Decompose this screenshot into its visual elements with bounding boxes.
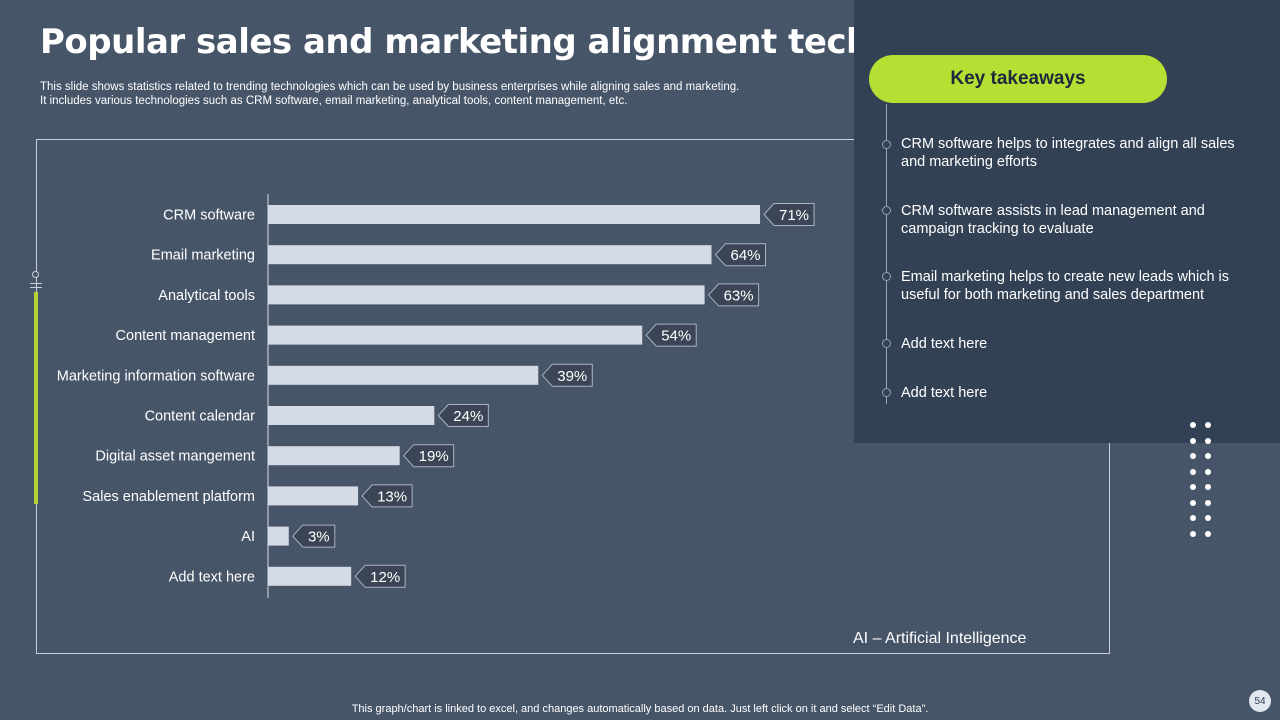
takeaway-dot [882, 339, 891, 348]
slide-subtitle: This slide shows statistics related to t… [40, 80, 800, 108]
decorative-dot [1190, 468, 1196, 475]
category-label: Add text here [169, 569, 255, 585]
takeaway-item: Email marketing helps to create new lead… [901, 269, 1230, 303]
data-label: 24% [453, 408, 483, 425]
takeaway-item: CRM software assists in lead management … [901, 203, 1205, 237]
data-label-box [292, 524, 336, 548]
decorative-dot [1205, 422, 1211, 428]
data-label-box [361, 484, 413, 508]
decorative-dot [1205, 530, 1211, 537]
bar [268, 325, 643, 345]
takeaway-item: Add text here [901, 385, 988, 401]
decorative-dot [1190, 422, 1196, 428]
category-label: AI [241, 529, 255, 545]
data-label: 54% [661, 328, 691, 345]
takeaway-dot [882, 140, 891, 149]
decorative-dot [1205, 453, 1211, 459]
data-label-box [402, 444, 455, 468]
accent-line [34, 292, 38, 504]
bar [268, 566, 352, 586]
category-label: Sales enablement platform [83, 489, 256, 505]
subtitle-line-1: This slide shows statistics related to t… [40, 81, 740, 93]
data-label-box [707, 283, 760, 307]
decorative-dot [1190, 437, 1196, 444]
takeaway-item: CRM software helps to integrates and ali… [901, 136, 1235, 170]
bar [268, 285, 705, 305]
category-label: Digital asset mangement [95, 449, 255, 465]
data-label-box [763, 203, 815, 226]
decorative-dot [1190, 530, 1196, 537]
data-label: 71% [779, 207, 809, 224]
bar [268, 245, 712, 265]
bar [268, 486, 359, 506]
data-label: 39% [557, 368, 587, 385]
decorative-dot [1190, 515, 1196, 521]
footer-note: This graph/chart is linked to excel, and… [351, 703, 929, 715]
data-label-box [645, 323, 697, 347]
page-number: 54 [1249, 690, 1271, 712]
data-label: 3% [308, 529, 330, 546]
decorative-dot [1205, 437, 1211, 444]
accent-dot [32, 271, 39, 278]
bar [268, 526, 289, 546]
data-label-box [714, 243, 767, 267]
data-label: 64% [731, 247, 761, 264]
decorative-dot [1205, 484, 1211, 490]
decorative-dot [1205, 515, 1211, 521]
category-label: Analytical tools [158, 288, 255, 304]
accent-tick [30, 283, 42, 284]
data-label: 63% [724, 287, 754, 304]
data-label: 19% [419, 448, 449, 465]
takeaway-item: Add text here [901, 336, 988, 352]
decorative-dot [1190, 499, 1196, 506]
bar [268, 365, 539, 385]
takeaways-heading: Key takeaways [869, 55, 1167, 103]
decorative-dot [1190, 484, 1196, 490]
takeaways-timeline [886, 104, 887, 404]
takeaway-dot [882, 206, 891, 215]
bar [268, 406, 435, 425]
category-label: CRM software [163, 208, 255, 224]
bar [268, 446, 400, 466]
abbreviation-note: AI – Artificial Intelligence [853, 630, 1027, 647]
decorative-dot [1205, 499, 1211, 506]
category-label: Email marketing [151, 248, 255, 264]
category-label: Marketing information software [57, 368, 255, 384]
takeaway-dot [882, 388, 891, 397]
category-label: Content management [116, 328, 255, 344]
data-label: 13% [377, 488, 407, 505]
decorative-dot [1205, 468, 1211, 475]
category-label: Content calendar [145, 409, 256, 425]
accent-tick [30, 287, 42, 288]
data-label: 12% [370, 569, 400, 586]
data-label-box [354, 564, 406, 588]
takeaway-dot [882, 272, 891, 281]
data-label-box [541, 363, 593, 387]
decorative-dot [1190, 453, 1196, 459]
data-label-box [437, 404, 489, 427]
subtitle-line-2: It includes various technologies such as… [40, 95, 628, 107]
bar [268, 205, 761, 224]
